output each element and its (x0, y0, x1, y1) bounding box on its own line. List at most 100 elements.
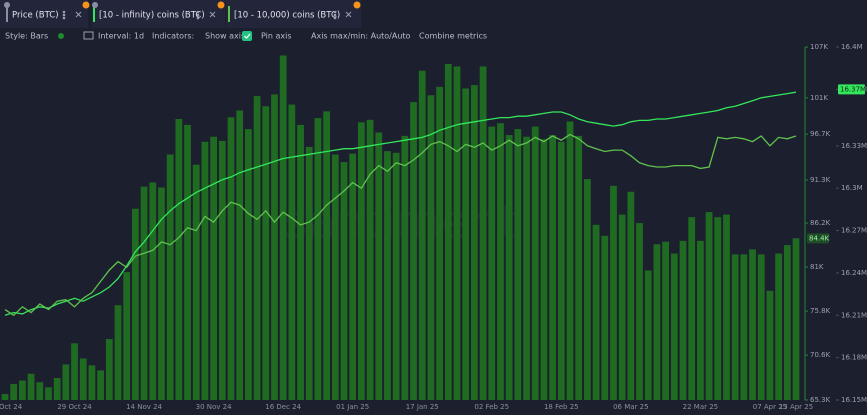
lock-icon (4, 2, 10, 8)
bar (175, 118, 183, 400)
y2-tick-label: 16.4M (841, 43, 863, 51)
bar (740, 254, 748, 400)
bar (731, 254, 739, 400)
bar (479, 66, 487, 400)
combine-metrics[interactable]: Combine metrics (419, 32, 487, 41)
bar (210, 136, 218, 400)
pin-axis[interactable]: Pin axis (261, 32, 292, 41)
bar (123, 272, 131, 400)
bar (444, 63, 452, 401)
y2-tick-label: 16.27M (841, 227, 867, 235)
x-tick-label: 17 Jan 25 (406, 403, 439, 411)
bar (149, 182, 157, 400)
bar (53, 377, 61, 400)
x-tick-label: 01 Jan 25 (336, 403, 369, 411)
bar (410, 102, 417, 400)
bar (618, 214, 626, 400)
tab[interactable] (226, 0, 361, 28)
bar (653, 244, 661, 400)
check (244, 33, 251, 39)
tab-marker (228, 6, 230, 22)
bar (236, 110, 244, 401)
line (4, 91, 797, 316)
current-value-label: 84.4K (809, 234, 830, 242)
tab-marker (93, 6, 95, 22)
bar (262, 106, 270, 400)
tab[interactable] (0, 0, 88, 28)
bar (331, 154, 339, 400)
tab[interactable] (92, 0, 225, 28)
bar (140, 186, 148, 400)
bar (392, 152, 400, 400)
current-value-box (838, 84, 865, 95)
tab-bar: Price (BTC) [10 - infinity) coins (BTC) … (0, 0, 361, 28)
bar (453, 66, 461, 400)
y-tick-label: 81K (810, 263, 824, 271)
lock-icon (92, 2, 98, 8)
bar (375, 132, 383, 401)
bar (36, 382, 44, 400)
bar (1, 394, 9, 400)
bar (97, 370, 105, 400)
close-icons[interactable] (62, 10, 352, 20)
bar (766, 290, 774, 400)
axis-minmax[interactable]: Axis max/min: Auto/Auto (311, 32, 411, 41)
bar (253, 96, 261, 400)
current-value-label: 16.37M (840, 85, 866, 93)
bar (636, 223, 643, 400)
bar (314, 118, 322, 400)
bar (357, 122, 365, 401)
y-tick-label: 91.3K (810, 176, 831, 184)
bar (184, 124, 191, 400)
bar (105, 339, 113, 400)
x-tick-label: 30 Nov 24 (196, 403, 232, 411)
bar (18, 380, 26, 400)
show-axis[interactable]: Show axis (205, 32, 245, 41)
x-tick-label: 22 Mar 25 (683, 403, 718, 411)
y-tick-label: 101K (810, 94, 828, 102)
tab-marker (6, 6, 8, 22)
y2-tick-label: 16.15M (841, 396, 867, 404)
bar (488, 126, 496, 400)
y2-tick-label: 16.21M (841, 311, 867, 319)
bar (384, 151, 391, 400)
y-tick-label: 86.2K (810, 219, 831, 227)
y2-tick-label: 16.33M (841, 142, 867, 150)
checkbox[interactable] (242, 31, 252, 41)
bar (583, 179, 591, 400)
bar (462, 88, 470, 400)
bar (557, 141, 565, 400)
bar (705, 212, 713, 400)
color-dot[interactable] (58, 33, 64, 39)
tab-label: [10 - 10,000) coins (BTC) (234, 11, 340, 21)
bar (192, 164, 200, 400)
bar (679, 240, 687, 400)
x-tick-label: 06 Mar 25 (613, 403, 648, 411)
indicators-select[interactable]: Indicators: (152, 32, 194, 41)
bar (783, 245, 791, 400)
bar (540, 139, 548, 400)
x-tick-label: 14 Nov 24 (126, 403, 162, 411)
bar (723, 214, 730, 400)
bar (158, 187, 165, 400)
bar (218, 140, 226, 400)
bar (45, 387, 52, 400)
bar (305, 146, 313, 400)
bar (610, 185, 617, 400)
line (4, 133, 797, 317)
bar (644, 270, 652, 400)
y-tick-label: 65.3K (810, 396, 831, 404)
bar (114, 305, 122, 400)
y-tick-label: 70.6K (810, 351, 831, 359)
bar (514, 129, 522, 400)
tab-label: Price (BTC) (12, 11, 59, 21)
bar (297, 124, 304, 400)
bar (497, 123, 504, 401)
bar (436, 86, 444, 401)
bar (271, 94, 278, 400)
bar (427, 95, 435, 400)
style-select[interactable]: Style: Bars (5, 32, 48, 41)
interval-select[interactable]: Interval: 1d (98, 32, 144, 41)
bar (575, 135, 583, 400)
x-tick-label: 07 Apr 25 (753, 403, 787, 411)
